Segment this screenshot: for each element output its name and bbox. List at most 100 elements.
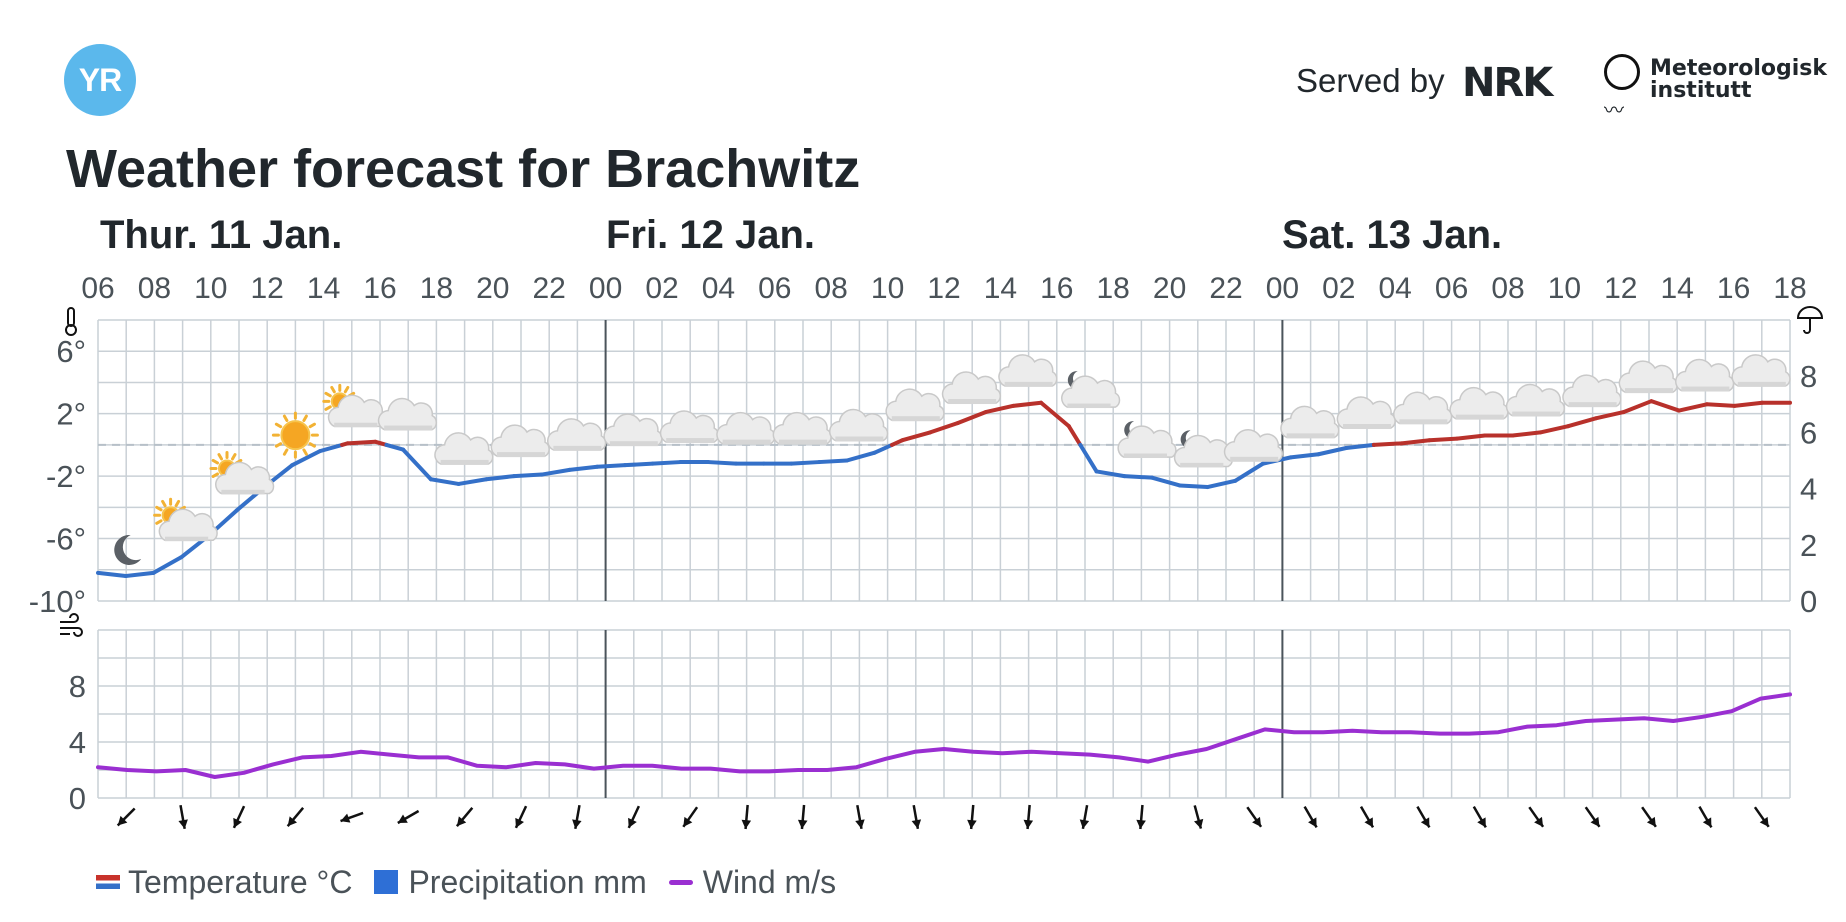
legend-swatch-temperature [96, 875, 120, 889]
x-tick-label: 12 [1604, 272, 1637, 305]
day-label: Fri. 12 Jan. [606, 213, 815, 257]
wind-arrow-head [572, 819, 582, 829]
cloud-shape [215, 461, 275, 495]
wind-direction-arrow [1584, 806, 1601, 828]
cloud-shape [1505, 383, 1566, 417]
wind-direction-arrow [741, 804, 752, 830]
temperature-segment [1593, 410, 1626, 421]
temperature-y-tick: -2° [46, 459, 86, 494]
wind-arrow-head [397, 814, 408, 823]
x-tick-label: 16 [1040, 272, 1073, 305]
cloud-shadow [948, 399, 997, 405]
wind-direction-arrow [514, 805, 528, 829]
wind-direction-arrow [397, 809, 420, 825]
cloud-shadow [1625, 388, 1673, 394]
sun-ray [308, 442, 316, 448]
chart-legend: Temperature °C Precipitation mm Wind m/s [96, 862, 858, 902]
sun-ray [274, 442, 283, 448]
temperature-segment [1011, 400, 1044, 408]
weather-symbol-cloud-icon [659, 410, 720, 444]
wind-y-tick: 0 [69, 781, 86, 816]
weather-symbol-cloud-icon [490, 424, 550, 458]
x-tick-label: 06 [758, 272, 791, 305]
sun-ray [282, 448, 289, 456]
cloud-shadow [835, 436, 884, 442]
x-tick-label: 20 [476, 272, 509, 305]
wind-direction-arrow [572, 804, 582, 830]
x-tick-label: 08 [1491, 272, 1524, 305]
wind-arrow-head [628, 817, 637, 828]
weather-symbol-cloud-icon [434, 432, 494, 465]
wind-direction-arrow [627, 805, 641, 829]
met-logo-text[interactable]: Meteorologisk institutt [1650, 58, 1827, 102]
cloud-shape [1117, 425, 1177, 458]
wind-arrow-head [1534, 816, 1544, 827]
wind-arrow-head [515, 817, 524, 828]
temperature-segment [1177, 483, 1210, 490]
cloud-shape [377, 397, 438, 431]
weather-symbol-sun-cloud-icon [153, 497, 218, 542]
cloud-shape [603, 413, 663, 446]
temperature-segment [1205, 478, 1238, 490]
x-tick-label: 02 [645, 272, 678, 305]
temperature-segment [456, 477, 489, 486]
temperature-segment [428, 477, 461, 486]
temperature-y-tick: -6° [46, 522, 86, 557]
weather-symbol-cloud-icon [1675, 358, 1735, 392]
temperature-segment [290, 449, 322, 468]
temperature-segment [1621, 399, 1654, 415]
x-tick-label: 04 [1379, 272, 1412, 305]
temperature-segment [345, 439, 378, 446]
met-logo-line1: Meteorologisk [1650, 56, 1827, 81]
temperature-segment [567, 464, 600, 472]
sun-ray [174, 499, 181, 508]
sun-ray [302, 448, 308, 456]
x-tick-label: 04 [702, 272, 735, 305]
served-by-label: Served by [1296, 62, 1445, 99]
wind-arrow-head [456, 816, 467, 827]
sun-ray [308, 422, 316, 429]
x-tick-label: 18 [1097, 272, 1130, 305]
legend-label-wind: Wind m/s [702, 863, 837, 900]
nrk-logo[interactable]: NRK [1462, 60, 1553, 106]
thermometer-icon [65, 307, 77, 336]
x-tick-label: 18 [1773, 272, 1806, 305]
wind-direction-arrow [1753, 806, 1770, 828]
temperature-segment [872, 442, 894, 455]
sun-ray [343, 385, 350, 394]
cloud-shape [490, 424, 550, 457]
wind-direction-arrow [911, 804, 922, 830]
temperature-segment [1704, 402, 1737, 408]
wind-direction-arrow [1359, 805, 1375, 829]
precipitation-y-tick: 6 [1800, 415, 1817, 450]
cloud-shadow [384, 425, 433, 431]
wind-direction-arrow [1303, 805, 1318, 829]
cloud-shadow [165, 536, 209, 542]
x-tick-label: 20 [1153, 272, 1186, 305]
temperature-y-tick: 2° [56, 397, 86, 432]
temperature-segment [539, 467, 572, 477]
temperature-segment [1344, 442, 1376, 451]
cloud-shadow [1343, 424, 1391, 430]
precipitation-y-tick: 2 [1800, 528, 1817, 563]
temperature-segment [1371, 441, 1404, 447]
cloud-shape [716, 411, 776, 445]
weather-symbol-cloud-icon [547, 418, 607, 451]
cloud-shape [1280, 405, 1340, 439]
wind-direction-arrow [1472, 805, 1487, 829]
temperature-line [96, 399, 1792, 579]
moon-shape [114, 534, 142, 565]
yr-logo[interactable]: YR [64, 44, 136, 116]
weather-symbol-cloud-icon [1280, 405, 1340, 439]
legend-item-precipitation: Precipitation mm [374, 864, 647, 901]
cloud-shadow [891, 416, 940, 422]
wind-arrow-head [1252, 816, 1262, 827]
wind-arrow-head [797, 819, 808, 829]
cloud-shadow [1286, 433, 1335, 439]
wind-arrow-head [1759, 816, 1769, 827]
wind-arrow-head [1702, 817, 1712, 828]
temperature-segment [384, 442, 406, 452]
wind-direction-arrow [178, 804, 188, 830]
weather-symbol-moon-icon [114, 534, 142, 565]
sun-ray [282, 414, 289, 422]
